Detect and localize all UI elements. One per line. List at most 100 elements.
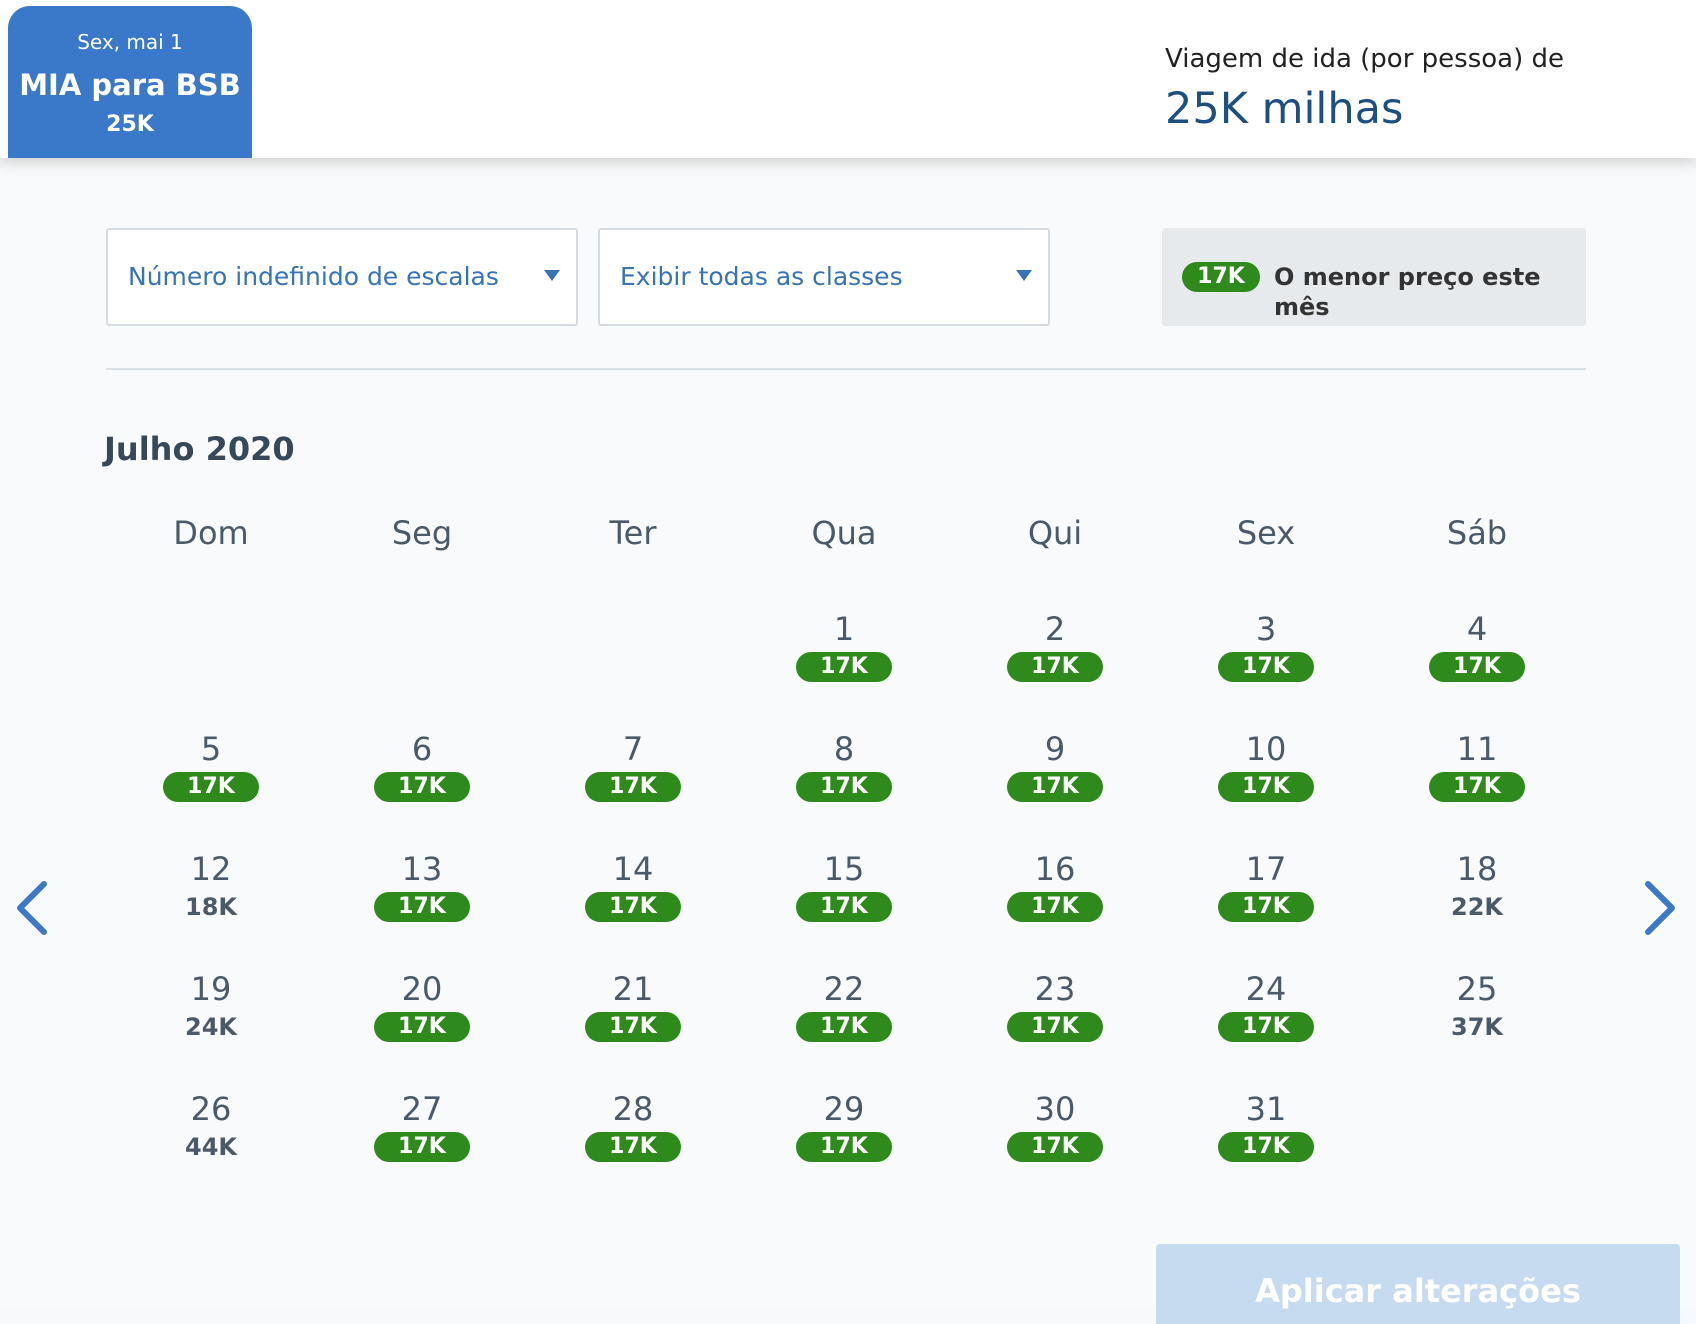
calendar-day-1[interactable]: 1 17K — [764, 610, 924, 710]
lowest-price-badge: 17K — [585, 1132, 681, 1162]
calendar-day-25[interactable]: 25 37K — [1397, 970, 1557, 1070]
calendar-day-16[interactable]: 16 17K — [975, 850, 1135, 950]
month-title: Julho 2020 — [104, 430, 295, 468]
weekday-header: Ter — [609, 514, 657, 552]
fare-summary: Viagem de ida (por pessoa) de 25K milhas — [1165, 44, 1564, 134]
lowest-price-badge: 17K — [1007, 1132, 1103, 1162]
calendar-day-4[interactable]: 4 17K — [1397, 610, 1557, 710]
calendar-day-18[interactable]: 18 22K — [1397, 850, 1557, 950]
day-price-wrapper: 17K — [1186, 892, 1346, 923]
calendar-day-9[interactable]: 9 17K — [975, 730, 1135, 830]
calendar-day-3[interactable]: 3 17K — [1186, 610, 1346, 710]
calendar-day-11[interactable]: 11 17K — [1397, 730, 1557, 830]
day-number: 26 — [190, 1090, 232, 1128]
day-number: 24 — [1245, 970, 1287, 1008]
lowest-price-badge: 17K — [1218, 892, 1314, 922]
calendar-day-28[interactable]: 28 17K — [553, 1090, 713, 1190]
calendar-day-27[interactable]: 27 17K — [342, 1090, 502, 1190]
legend-text: O menor preço este mês — [1274, 263, 1541, 321]
day-number: 2 — [1044, 610, 1066, 648]
day-number: 19 — [190, 970, 232, 1008]
day-price-wrapper: 17K — [1397, 652, 1557, 683]
chevron-left-icon — [17, 881, 47, 935]
day-price: 37K — [1451, 1013, 1503, 1041]
flight-header: Sex, mai 1 MIA para BSB 25K Viagem de id… — [0, 0, 1696, 158]
calendar-day-31[interactable]: 31 17K — [1186, 1090, 1346, 1190]
lowest-price-badge: 17K — [163, 772, 259, 802]
calendar-day-15[interactable]: 15 17K — [764, 850, 924, 950]
lowest-price-badge: 17K — [1007, 772, 1103, 802]
calendar-day-8[interactable]: 8 17K — [764, 730, 924, 830]
day-number: 10 — [1245, 730, 1287, 768]
calendar-day-7[interactable]: 7 17K — [553, 730, 713, 830]
lowest-price-badge: 17K — [585, 1012, 681, 1042]
calendar-day-20[interactable]: 20 17K — [342, 970, 502, 1070]
weekday-header: Qua — [811, 514, 877, 552]
day-price-wrapper: 17K — [975, 1012, 1135, 1043]
day-number: 20 — [401, 970, 443, 1008]
lowest-price-badge: 17K — [585, 772, 681, 802]
stops-dropdown[interactable]: Número indefinido de escalas — [106, 228, 578, 326]
day-price-wrapper: 17K — [553, 892, 713, 923]
calendar-day-19[interactable]: 19 24K — [131, 970, 291, 1070]
day-number: 17 — [1245, 850, 1287, 888]
day-number: 14 — [612, 850, 654, 888]
day-number: 15 — [823, 850, 865, 888]
fare-summary-amount: 25K milhas — [1165, 84, 1404, 134]
previous-month-button[interactable] — [12, 878, 52, 938]
day-price-wrapper: 17K — [342, 1012, 502, 1043]
trip-tab-date: Sex, mai 1 — [77, 30, 183, 54]
calendar-day-21[interactable]: 21 17K — [553, 970, 713, 1070]
apply-changes-button[interactable]: Aplicar alterações — [1156, 1244, 1680, 1324]
day-number: 30 — [1034, 1090, 1076, 1128]
day-price-wrapper: 17K — [131, 772, 291, 803]
lowest-price-badge: 17K — [1218, 1012, 1314, 1042]
day-price-wrapper: 17K — [342, 772, 502, 803]
day-price: 22K — [1451, 893, 1503, 921]
day-number: 27 — [401, 1090, 443, 1128]
day-number: 1 — [833, 610, 855, 648]
calendar-day-10[interactable]: 10 17K — [1186, 730, 1346, 830]
day-price-wrapper: 17K — [764, 772, 924, 803]
day-number: 3 — [1255, 610, 1277, 648]
day-number: 25 — [1456, 970, 1498, 1008]
calendar-day-30[interactable]: 30 17K — [975, 1090, 1135, 1190]
calendar-day-23[interactable]: 23 17K — [975, 970, 1135, 1070]
trip-tab-mia-bsb[interactable]: Sex, mai 1 MIA para BSB 25K — [8, 6, 252, 158]
calendar-day-22[interactable]: 22 17K — [764, 970, 924, 1070]
weekday-header: Sex — [1236, 514, 1296, 552]
calendar-day-6[interactable]: 6 17K — [342, 730, 502, 830]
day-number: 18 — [1456, 850, 1498, 888]
day-price-wrapper: 17K — [1186, 772, 1346, 803]
cabin-class-dropdown[interactable]: Exibir todas as classes — [598, 228, 1050, 326]
day-price-wrapper: 17K — [764, 652, 924, 683]
lowest-price-badge: 17K — [374, 892, 470, 922]
calendar-day-24[interactable]: 24 17K — [1186, 970, 1346, 1070]
calendar-day-13[interactable]: 13 17K — [342, 850, 502, 950]
calendar-day-12[interactable]: 12 18K — [131, 850, 291, 950]
lowest-price-badge: 17K — [796, 1012, 892, 1042]
day-price-wrapper: 17K — [553, 772, 713, 803]
day-price: 24K — [185, 1013, 237, 1041]
lowest-price-badge: 17K — [1182, 262, 1260, 292]
trip-tab-route: MIA para BSB — [19, 68, 241, 102]
next-month-button[interactable] — [1640, 878, 1680, 938]
calendar-day-5[interactable]: 5 17K — [131, 730, 291, 830]
day-price-wrapper: 17K — [764, 1012, 924, 1043]
day-price-wrapper: 17K — [975, 892, 1135, 923]
lowest-price-legend: 17K O menor preço este mês — [1162, 228, 1586, 326]
lowest-price-badge: 17K — [796, 652, 892, 682]
day-price-wrapper: 22K — [1397, 892, 1557, 925]
day-number: 4 — [1466, 610, 1488, 648]
calendar-day-14[interactable]: 14 17K — [553, 850, 713, 950]
weekday-header: Qui — [1027, 514, 1083, 552]
calendar-day-26[interactable]: 26 44K — [131, 1090, 291, 1190]
day-number: 6 — [411, 730, 433, 768]
day-price-wrapper: 17K — [1397, 772, 1557, 803]
calendar-day-2[interactable]: 2 17K — [975, 610, 1135, 710]
fare-summary-label: Viagem de ida (por pessoa) de — [1165, 44, 1565, 74]
calendar-day-29[interactable]: 29 17K — [764, 1090, 924, 1190]
day-number: 5 — [200, 730, 222, 768]
calendar-day-17[interactable]: 17 17K — [1186, 850, 1346, 950]
day-number: 16 — [1034, 850, 1076, 888]
